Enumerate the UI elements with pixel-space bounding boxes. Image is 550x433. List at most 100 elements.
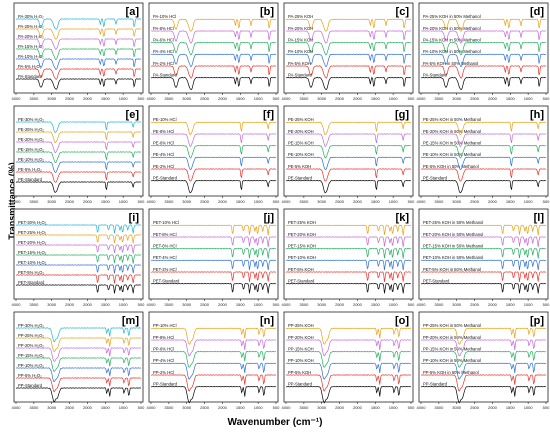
spectrum-line [15, 254, 142, 264]
x-tick-label: 500 [138, 96, 145, 101]
x-tick-label: 3000 [317, 96, 327, 101]
series-label: PA-20% H₂O₂ [18, 34, 44, 39]
x-tick-label: 3000 [452, 96, 462, 101]
panel-j: [j] 4000 3500 3000 2500 2000 1500 1000 500 PET-St… [147, 208, 280, 307]
spectrum-line [285, 259, 412, 271]
series-label: PET-25% KOH in 50% Methanol [423, 220, 483, 225]
x-tick-label: 2000 [83, 96, 93, 101]
spectrum-line [285, 362, 412, 380]
x-tick-label: 2000 [353, 302, 363, 307]
x-tick-label: 2500 [335, 96, 345, 101]
panel-frame [283, 311, 414, 403]
x-tick-label: 500 [273, 199, 280, 204]
series-label: PP-25% KOH [288, 323, 314, 328]
x-tick-label: 3000 [182, 405, 192, 410]
x-tick-label: 3500 [164, 405, 174, 410]
x-tick-label: 4000 [417, 96, 427, 101]
spectrum-line [150, 236, 277, 248]
series-label: PET-Standard [423, 278, 450, 283]
series-label: PA-15% KOH in 50% Methanol [423, 37, 481, 42]
series-label: PP-5% H₂O₂ [18, 373, 42, 378]
x-tick-label: 2000 [218, 405, 228, 410]
x-tick-label: 1000 [389, 96, 399, 101]
series-label: PA-20% KOH [288, 26, 313, 31]
spectrum-line [285, 168, 412, 182]
spectrum-line [420, 53, 547, 67]
series-label: PP-5% KOH [288, 370, 311, 375]
spectrum-line [285, 156, 412, 171]
series-label: PET-20% KOH in 50% Methanol [423, 232, 483, 237]
spectrum-line [285, 121, 412, 136]
series-label: PP-6% HCl [153, 346, 174, 351]
series-label: PP-10% KOH [288, 358, 314, 363]
series-label: PET-6% HCl [153, 243, 177, 248]
spectrum-line [420, 30, 547, 44]
x-tick-label: 2000 [218, 96, 228, 101]
series-label: PE-2% HCl [153, 164, 174, 169]
spectrum-line [15, 121, 142, 133]
spectrum-line [420, 145, 547, 159]
spectrum-line [285, 248, 412, 259]
series-label: PE-15% KOH [288, 140, 314, 145]
series-label: PET-2% HCl [153, 267, 177, 272]
x-tick-label: 3500 [164, 199, 174, 204]
series-label: PA-4% HCl [153, 49, 174, 54]
x-tick-label: 1000 [389, 405, 399, 410]
x-tick-label: 1500 [371, 302, 381, 307]
x-tick-label: 3500 [434, 96, 444, 101]
series-label: PET-10% KOH [288, 255, 316, 260]
spectrum-line [150, 30, 277, 44]
panel-a: [a] 4000 3500 3000 2500 2000 1500 1000 500 PA-Sta… [12, 2, 145, 101]
spectrum-line [15, 224, 142, 234]
series-label: PA-25% KOH [288, 14, 313, 19]
spectrum-line [15, 171, 142, 183]
panel-frame [148, 311, 279, 403]
series-label: PE-20% KOH in 50% Methanol [423, 129, 481, 134]
spectrum-line [150, 133, 277, 147]
x-tick-label: 1500 [236, 96, 246, 101]
panel-i: [i] 4000 3500 3000 2500 2000 1500 1000 500 PET-St… [12, 208, 145, 307]
spectrum-line [15, 141, 142, 154]
series-label: PE-10% H₂O₂ [18, 157, 44, 162]
spectrum-line [285, 133, 412, 147]
panel-p: [p] 4000 3500 3000 2500 2000 1500 1000 500 PP-Sta… [417, 311, 550, 410]
panel-d: [d] 4000 3500 3000 2500 2000 1500 1000 500 PA-Sta… [417, 2, 550, 101]
x-tick-label: 3500 [434, 405, 444, 410]
x-tick-label: 4000 [282, 199, 292, 204]
spectrum-line [15, 68, 142, 80]
series-label: PA-15% KOH [288, 37, 313, 42]
x-tick-label: 4000 [147, 96, 157, 101]
spectrum-line [15, 337, 142, 353]
series-label: PP-10% H₂O₂ [18, 363, 44, 368]
series-label: PP-10% HCl [153, 323, 177, 328]
panel-tag: [f] [263, 109, 274, 121]
panel-g: [g] 4000 3500 3000 2500 2000 1500 1000 500 PE-Sta… [282, 105, 415, 204]
x-tick-label: 1500 [506, 405, 516, 410]
series-label: PA-2% HCl [153, 61, 174, 66]
series-label: PA-5% KOH in 50% Methanol [423, 61, 478, 66]
x-tick-label: 2000 [83, 199, 93, 204]
panel-frame [148, 2, 279, 94]
x-tick-label: 3000 [317, 405, 327, 410]
panel-frame [283, 105, 414, 197]
series-label: PP-15% KOH in 50% Methanol [423, 346, 481, 351]
spectrum-line [285, 180, 412, 194]
series-label: PET-20% H₂O₂ [18, 240, 47, 245]
x-tick-label: 4000 [147, 405, 157, 410]
x-tick-label: 2500 [335, 405, 345, 410]
spectrum-line [150, 168, 277, 182]
spectrum-line [15, 387, 142, 403]
x-tick-label: 2000 [488, 96, 498, 101]
spectrum-line [420, 168, 547, 182]
series-label: PP-5% KOH in 50% Methanol [423, 370, 479, 375]
x-tick-label: 1000 [524, 96, 534, 101]
panel-tag: [p] [530, 315, 544, 327]
x-tick-label: 3000 [317, 302, 327, 307]
series-label: PP-8% HCl [153, 335, 174, 340]
x-tick-label: 2500 [65, 199, 75, 204]
x-tick-label: 500 [138, 199, 145, 204]
x-tick-label: 1000 [254, 96, 264, 101]
x-tick-label: 3000 [182, 199, 192, 204]
series-label: PP-2% HCl [153, 370, 174, 375]
x-tick-label: 1000 [389, 302, 399, 307]
